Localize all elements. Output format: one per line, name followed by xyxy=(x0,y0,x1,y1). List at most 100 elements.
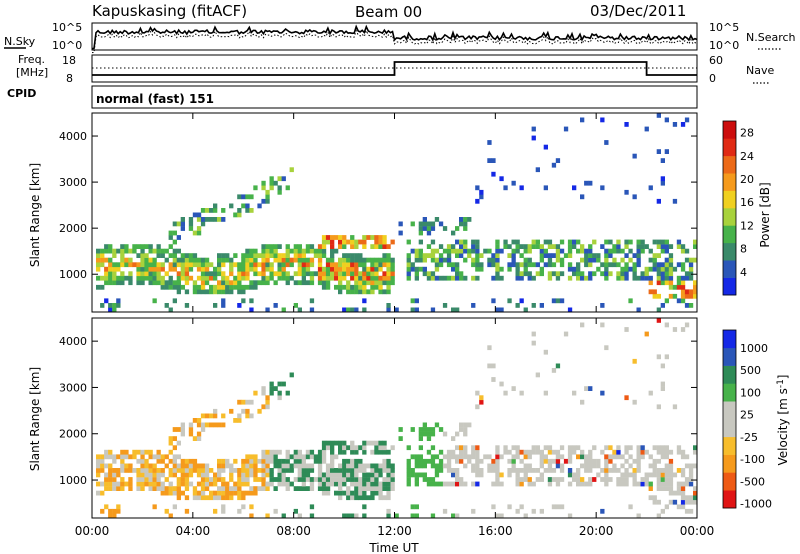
vel-heatmap-cell xyxy=(463,481,468,487)
power-heatmap-cell xyxy=(563,253,569,258)
power-heatmap-cell xyxy=(330,271,335,277)
power-heatmap-cell xyxy=(519,262,524,268)
power-heatmap-cell xyxy=(459,244,464,249)
vel-heatmap-cell xyxy=(261,386,266,391)
power-heatmap-cell xyxy=(523,307,528,313)
vel-heatmap-cell xyxy=(273,454,278,460)
vel-heatmap-cell xyxy=(572,445,577,451)
power-heatmap-cell xyxy=(515,244,520,249)
power-heatmap-cell xyxy=(200,266,206,272)
power-heatmap-cell xyxy=(116,298,121,304)
power-heatmap-cell xyxy=(539,244,544,249)
power-heatmap-cell xyxy=(124,262,129,268)
power-heatmap-cell xyxy=(430,307,436,313)
vel-heatmap-cell xyxy=(636,458,641,464)
power-heatmap-cell xyxy=(317,280,323,286)
vel-heatmap-cell xyxy=(693,445,698,451)
power-heatmap-cell xyxy=(152,248,157,254)
power-heatmap-cell xyxy=(168,230,173,236)
vel-heatmap-cell xyxy=(217,458,222,464)
date-title: 03/Dec/2011 xyxy=(590,2,686,20)
vel-heatmap-cell xyxy=(487,454,492,460)
power-heatmap-cell xyxy=(281,307,286,313)
power-heatmap-cell xyxy=(305,271,311,277)
vel-heatmap-cell xyxy=(390,445,395,451)
power-colorbar-swatch xyxy=(723,173,736,191)
power-heatmap-cell xyxy=(446,262,452,268)
vel-heatmap-cell xyxy=(362,463,367,469)
power-heatmap-cell xyxy=(676,262,682,268)
power-heatmap-cell xyxy=(616,275,621,281)
power-heatmap-cell xyxy=(346,307,351,313)
vel-heatmap-cell xyxy=(184,472,190,478)
power-heatmap-cell xyxy=(511,262,516,268)
power-heatmap-cell xyxy=(237,194,242,200)
noise-sky-line xyxy=(91,24,698,50)
power-heatmap-cell xyxy=(479,194,484,200)
power-heatmap-cell xyxy=(281,253,286,258)
power-heatmap-cell xyxy=(495,248,500,254)
vel-heatmap-cell xyxy=(588,386,593,391)
power-heatmap-cell xyxy=(620,275,625,281)
vel-heatmap-cell xyxy=(430,477,436,482)
power-heatmap-cell xyxy=(209,284,214,290)
vel-heatmap-cell xyxy=(204,495,210,501)
vel-heatmap-cell xyxy=(382,468,387,473)
power-heatmap-cell xyxy=(124,248,129,254)
power-heatmap-cell xyxy=(664,262,669,268)
vel-heatmap-cell xyxy=(325,472,331,478)
vel-heatmap-cell xyxy=(547,468,553,473)
vel-heatmap-cell xyxy=(406,463,411,469)
vel-heatmap-cell xyxy=(592,458,597,464)
power-heatmap-cell xyxy=(410,266,415,272)
power-heatmap-cell xyxy=(358,284,363,290)
noise-tick-left-high: 10^5 xyxy=(52,21,82,34)
power-heatmap-cell xyxy=(176,221,181,227)
power-heatmap-cell xyxy=(515,266,520,272)
power-heatmap-cell xyxy=(325,266,331,272)
power-heatmap-cell xyxy=(221,303,226,308)
power-heatmap-cell xyxy=(644,266,649,272)
vel-heatmap-cell xyxy=(120,477,125,482)
power-heatmap-cell xyxy=(241,271,246,277)
vel-heatmap-cell xyxy=(285,454,290,460)
vel-heatmap-cell xyxy=(531,340,536,346)
power-heatmap-cell xyxy=(176,275,181,281)
vel-heatmap-cell xyxy=(313,458,319,464)
power-heatmap-cell xyxy=(676,239,682,245)
power-heatmap-cell xyxy=(559,257,565,263)
power-heatmap-cell xyxy=(293,271,298,277)
vel-heatmap-cell xyxy=(543,454,548,460)
vel-heatmap-cell xyxy=(688,477,694,482)
power-heatmap-cell xyxy=(309,298,315,304)
power-heatmap-cell xyxy=(418,253,423,258)
vel-heatmap-cell xyxy=(624,481,629,487)
vel-heatmap-cell xyxy=(269,390,274,396)
vel-heatmap-cell xyxy=(531,468,536,473)
vel-heatmap-cell xyxy=(422,477,427,482)
power-heatmap-cell xyxy=(350,253,355,258)
vel-heatmap-cell xyxy=(547,458,553,464)
velocity-colorbar-tick: 25 xyxy=(740,409,754,422)
vel-heatmap-cell xyxy=(96,472,101,478)
power-heatmap-cell xyxy=(656,244,661,249)
power-heatmap-cell xyxy=(604,271,609,277)
vel-heatmap-cell xyxy=(346,445,351,451)
vel-heatmap-cell xyxy=(620,454,625,460)
power-heatmap-cell xyxy=(358,253,363,258)
power-heatmap-cell xyxy=(608,248,613,254)
power-heatmap-cell xyxy=(668,293,674,299)
vel-heatmap-cell xyxy=(172,436,177,441)
vel-heatmap-cell xyxy=(438,427,444,432)
vel-heatmap-cell xyxy=(584,463,589,469)
vel-heatmap-cell xyxy=(261,477,266,482)
power-heatmap-cell xyxy=(338,289,343,295)
power-heatmap-cell xyxy=(543,185,548,191)
vel-heatmap-cell xyxy=(192,468,198,473)
vel-heatmap-cell xyxy=(301,477,306,482)
vel-heatmap-cell xyxy=(652,463,657,469)
power-heatmap-cell xyxy=(507,244,512,249)
power-heatmap-cell xyxy=(366,280,371,286)
power-heatmap-cell xyxy=(350,239,355,245)
vel-heatmap-cell xyxy=(620,477,625,482)
